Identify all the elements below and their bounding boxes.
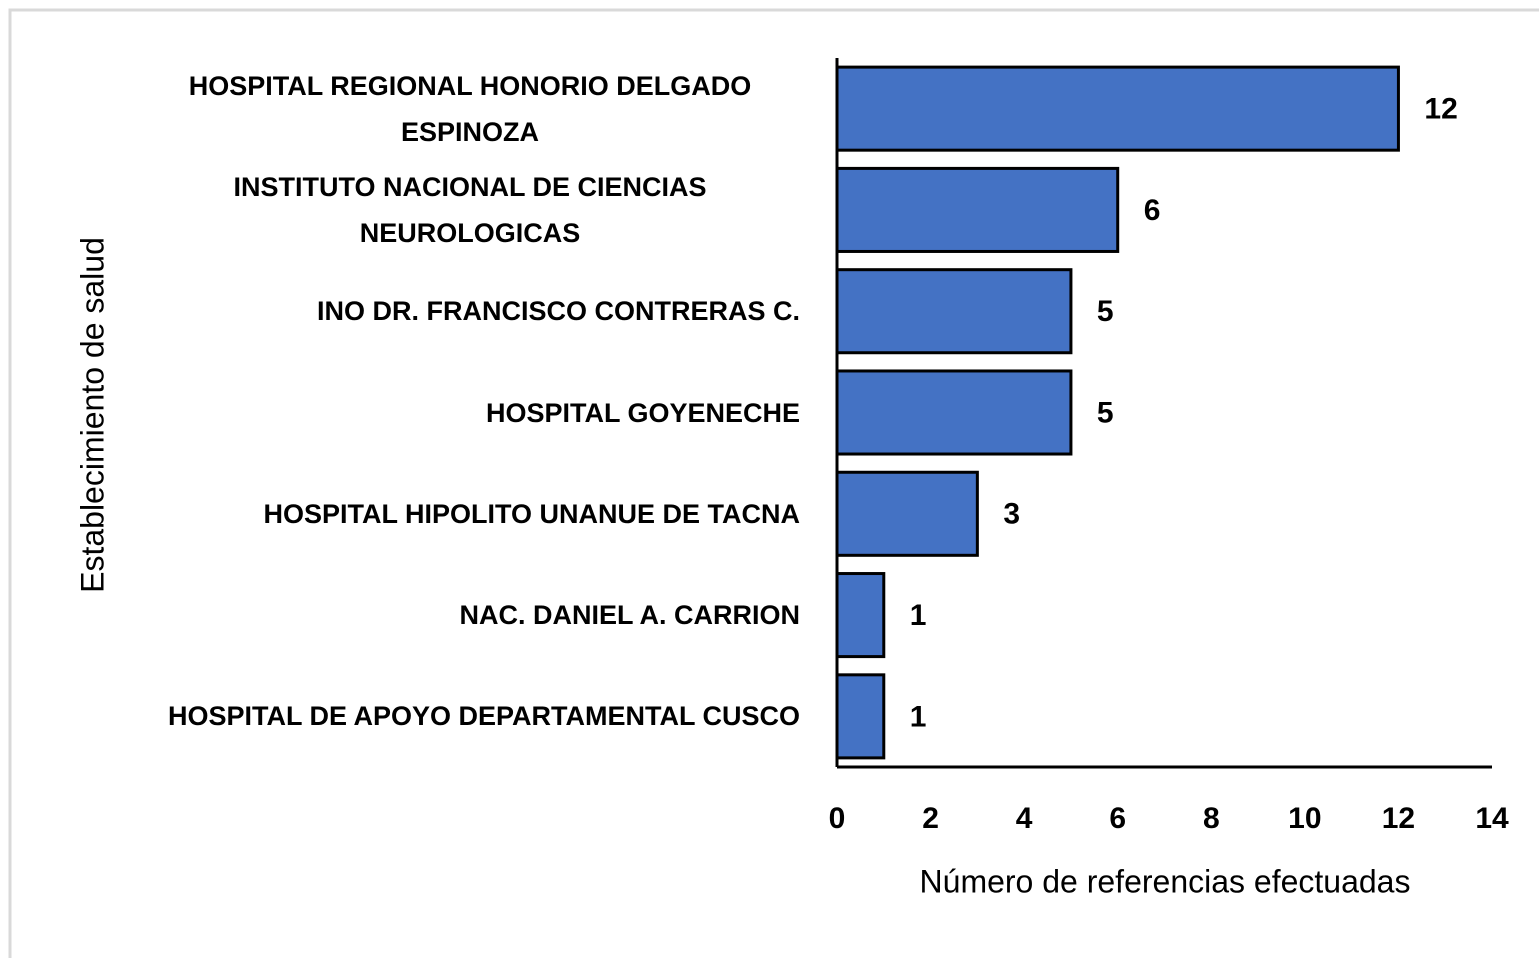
data-label: 12 — [1424, 93, 1457, 126]
y-tick-label: INSTITUTO NACIONAL DE CIENCIAS NEUROLOGI… — [233, 171, 707, 248]
y-tick-label: HOSPITAL DE APOYO DEPARTAMENTAL CUSCO — [167, 701, 800, 732]
chart-frame — [8, 8, 1539, 958]
y-tick-label: NAC. DANIEL A. CARRION — [459, 600, 800, 631]
x-tick-label: 6 — [1109, 802, 1126, 835]
bar — [835, 65, 1400, 152]
bar — [835, 268, 1073, 355]
data-label: 1 — [910, 700, 927, 733]
y-tick-label: INO DR. FRANCISCO CONTRERAS C. — [316, 296, 800, 327]
data-label: 3 — [1003, 498, 1020, 531]
x-tick-label: 14 — [1475, 802, 1509, 835]
data-label: 1 — [910, 599, 927, 632]
y-tick-label: HOSPITAL GOYENECHE — [485, 397, 800, 428]
y-tick-label: HOSPITAL HIPOLITO UNANUE DE TACNA — [263, 498, 800, 529]
x-tick-label: 8 — [1203, 802, 1220, 835]
x-tick-label: 10 — [1288, 802, 1321, 835]
bar — [835, 369, 1073, 456]
bar — [835, 572, 886, 659]
x-tick-label: 4 — [1016, 802, 1033, 835]
data-label: 5 — [1097, 295, 1114, 328]
bar — [835, 673, 886, 760]
x-tick-label: 0 — [829, 802, 846, 835]
bar — [835, 470, 979, 557]
bar — [835, 166, 1120, 253]
x-tick-label: 12 — [1382, 802, 1415, 835]
data-label: 6 — [1144, 194, 1161, 227]
y-tick-label: HOSPITAL REGIONAL HONORIO DELGADO ESPINO… — [188, 70, 752, 147]
data-label: 5 — [1097, 396, 1114, 429]
x-axis-title: Número de referencias efectuadas — [920, 863, 1411, 899]
x-tick-label: 2 — [922, 802, 939, 835]
y-axis-title: Establecimiento de salud — [74, 237, 110, 593]
